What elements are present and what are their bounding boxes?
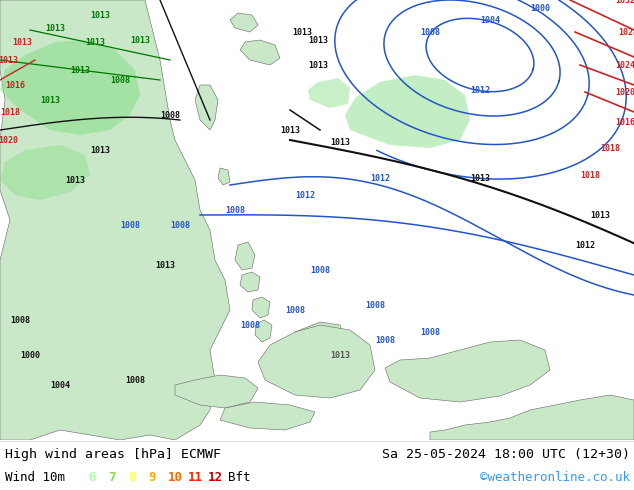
Text: 1013: 1013 [90, 10, 110, 20]
Polygon shape [345, 75, 470, 148]
Text: 9: 9 [148, 470, 155, 484]
Polygon shape [0, 40, 140, 135]
Text: 1018: 1018 [0, 107, 20, 117]
Text: 1013: 1013 [308, 60, 328, 70]
Text: 1024: 1024 [615, 60, 634, 70]
Text: 1018: 1018 [600, 144, 620, 152]
Polygon shape [290, 322, 345, 358]
Text: 1012: 1012 [575, 241, 595, 249]
Polygon shape [175, 375, 258, 408]
Polygon shape [385, 340, 550, 402]
Text: 1008: 1008 [240, 320, 260, 329]
Polygon shape [252, 297, 270, 318]
Polygon shape [308, 78, 350, 108]
Text: ©weatheronline.co.uk: ©weatheronline.co.uk [480, 470, 630, 484]
Text: 1013: 1013 [12, 38, 32, 47]
Text: 1013: 1013 [590, 211, 610, 220]
Text: 1013: 1013 [292, 27, 312, 37]
Text: 10: 10 [168, 470, 183, 484]
Text: 11: 11 [188, 470, 203, 484]
Text: 1008: 1008 [365, 300, 385, 310]
Text: 1018: 1018 [580, 171, 600, 179]
Text: 1012: 1012 [295, 191, 315, 199]
Polygon shape [0, 0, 230, 440]
Text: 1013: 1013 [65, 175, 85, 185]
Text: 1004: 1004 [50, 381, 70, 390]
Text: High wind areas [hPa] ECMWF: High wind areas [hPa] ECMWF [5, 447, 221, 461]
Text: 1013: 1013 [155, 261, 175, 270]
Text: 1004: 1004 [480, 16, 500, 24]
Text: 1000: 1000 [20, 350, 40, 360]
Text: 6: 6 [88, 470, 96, 484]
Text: 1012: 1012 [470, 86, 490, 95]
Polygon shape [240, 40, 280, 65]
Text: 1013: 1013 [40, 96, 60, 104]
Text: 1013: 1013 [45, 24, 65, 32]
Polygon shape [235, 242, 255, 270]
Text: 1013: 1013 [130, 35, 150, 45]
Text: 12: 12 [208, 470, 223, 484]
Text: 1008: 1008 [420, 27, 440, 37]
Text: 1008: 1008 [160, 111, 180, 120]
Text: 1008: 1008 [375, 336, 395, 344]
Text: 1008: 1008 [310, 266, 330, 274]
Text: 1008: 1008 [285, 305, 305, 315]
Polygon shape [195, 85, 218, 130]
Polygon shape [258, 325, 375, 398]
Polygon shape [430, 395, 634, 440]
Text: 1008: 1008 [10, 316, 30, 324]
Text: 8: 8 [128, 470, 136, 484]
Text: 1032: 1032 [615, 0, 634, 4]
Text: 1008: 1008 [225, 205, 245, 215]
Text: 1020: 1020 [615, 88, 634, 97]
Text: 1013: 1013 [470, 173, 490, 182]
Text: 1013: 1013 [70, 66, 90, 74]
Text: 1013: 1013 [280, 125, 300, 135]
Text: 7: 7 [108, 470, 115, 484]
Text: 1008: 1008 [420, 327, 440, 337]
Text: 1013: 1013 [90, 146, 110, 154]
Polygon shape [0, 145, 90, 200]
Text: 1020: 1020 [0, 136, 18, 145]
Text: Wind 10m: Wind 10m [5, 470, 65, 484]
Text: 1008: 1008 [125, 375, 145, 385]
Text: 1008: 1008 [120, 220, 140, 229]
Polygon shape [230, 13, 258, 32]
Text: 1016: 1016 [615, 118, 634, 126]
Text: Sa 25-05-2024 18:00 UTC (12+30): Sa 25-05-2024 18:00 UTC (12+30) [382, 447, 630, 461]
Polygon shape [218, 168, 230, 185]
Text: Bft: Bft [228, 470, 250, 484]
Polygon shape [220, 402, 315, 430]
Text: 1013: 1013 [0, 55, 18, 65]
Polygon shape [240, 272, 260, 292]
Text: 1013: 1013 [308, 35, 328, 45]
Text: 1013: 1013 [85, 38, 105, 47]
Text: 1013: 1013 [330, 138, 350, 147]
Text: 1028: 1028 [618, 27, 634, 37]
Text: 1000: 1000 [530, 3, 550, 13]
Text: 1008: 1008 [110, 75, 130, 84]
Text: 1013: 1013 [330, 350, 350, 360]
Text: 1012: 1012 [370, 173, 390, 182]
Text: 1008: 1008 [170, 220, 190, 229]
Text: 1016: 1016 [5, 80, 25, 90]
Polygon shape [255, 320, 272, 342]
